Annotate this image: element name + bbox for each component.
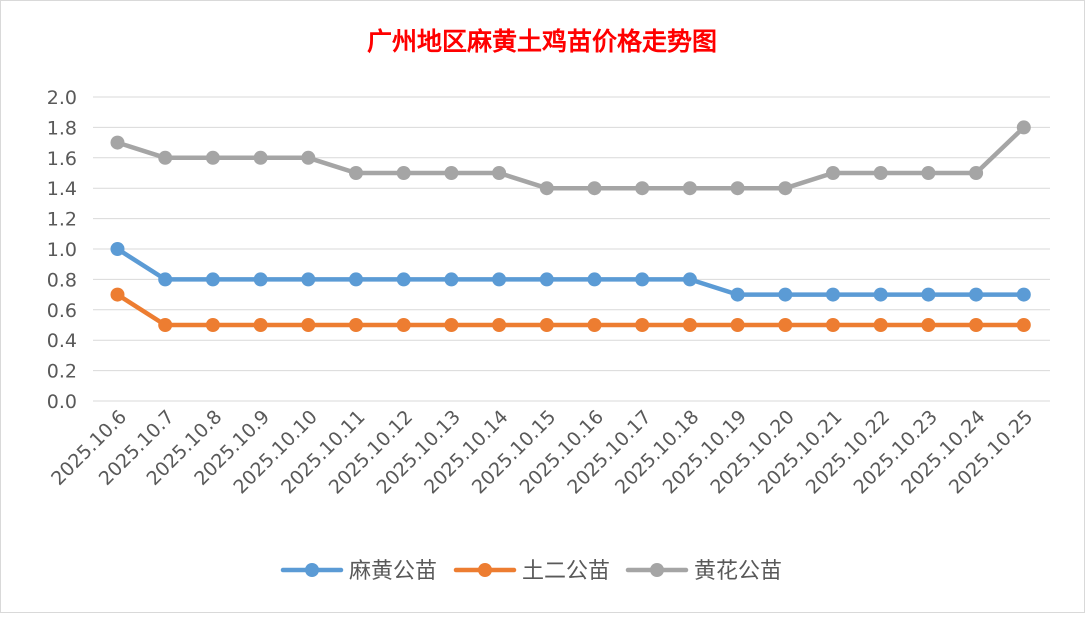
y-tick-label: 2.0 [47,87,77,109]
legend-swatch-marker [305,563,319,577]
data-point [969,287,984,302]
data-point [253,150,268,165]
y-tick-label: 1.2 [47,209,77,231]
data-point [682,318,697,332]
data-point [635,181,650,196]
series-line [115,246,1027,297]
data-point [158,318,173,332]
data-point [396,272,411,287]
series-line [115,292,1027,328]
data-point [301,272,316,287]
data-point [110,135,125,150]
data-point [444,318,459,332]
data-point [587,272,602,287]
series-group [110,242,1031,302]
data-point [253,272,268,287]
legend-item: 土二公苗 [453,559,610,584]
data-point [253,318,268,332]
data-point [539,272,554,287]
data-point [301,318,316,332]
data-point [587,318,602,332]
y-tick-label: 0.2 [47,361,77,383]
data-point [969,318,984,332]
data-point [826,287,840,302]
data-point [444,272,459,287]
data-point [587,181,602,196]
data-point [158,272,173,287]
y-tick-label: 1.6 [47,148,77,170]
y-tick-label: 1.0 [47,239,77,261]
legend-label: 土二公苗 [522,559,610,584]
data-point [969,166,984,180]
series-line [115,125,1027,191]
data-point [635,318,650,332]
data-point [301,150,316,165]
data-point [492,166,507,180]
data-point [635,272,650,287]
data-point [205,150,220,165]
data-point [778,318,793,332]
data-point [778,181,793,196]
data-point [444,166,459,180]
data-point [349,318,363,332]
y-tick-label: 0.8 [47,269,77,291]
legend-label: 黄花公苗 [694,559,782,584]
data-point [205,272,220,287]
data-point [921,287,936,302]
y-tick-label: 1.8 [47,117,77,139]
legend-label: 麻黄公苗 [349,559,437,584]
y-tick-label: 0.6 [47,300,77,322]
data-point [492,272,507,287]
y-tick-label: 0.0 [47,391,77,413]
legend-item: 黄花公苗 [625,559,782,584]
data-point [730,318,745,332]
data-point [778,287,793,302]
data-point [110,242,125,256]
series-group [110,287,1031,332]
data-point [110,287,125,302]
data-point [873,166,888,180]
legend-swatch-marker [478,563,492,577]
data-point [492,318,507,332]
data-point [349,166,363,180]
y-tick-label: 1.4 [47,178,77,200]
data-point [682,181,697,196]
chart-title: 广州地区麻黄土鸡苗价格走势图 [367,27,717,56]
data-point [396,166,411,180]
data-point [158,150,173,165]
data-point [539,318,554,332]
data-point [826,318,840,332]
data-point [205,318,220,332]
data-point [730,181,745,196]
legend-item: 麻黄公苗 [280,559,437,584]
data-point [1016,287,1031,302]
data-point [730,287,745,302]
data-point [1016,120,1031,135]
y-tick-label: 0.4 [47,330,77,352]
data-point [682,272,697,287]
series-group [110,120,1031,196]
data-point [826,166,840,180]
legend: 麻黄公苗 土二公苗 黄花公苗 [280,559,782,584]
data-point [1016,318,1031,332]
legend-swatch-marker [650,563,664,577]
data-point [873,287,888,302]
data-point [921,166,936,180]
data-point [539,181,554,196]
data-point [921,318,936,332]
data-point [349,272,363,287]
y-axis-tick-labels: 0.0 0.2 0.4 0.6 0.8 1.0 1.2 1.4 1.6 1.8 2.0 [47,87,77,413]
data-point [873,318,888,332]
data-point [396,318,411,332]
series-lines [110,120,1031,332]
